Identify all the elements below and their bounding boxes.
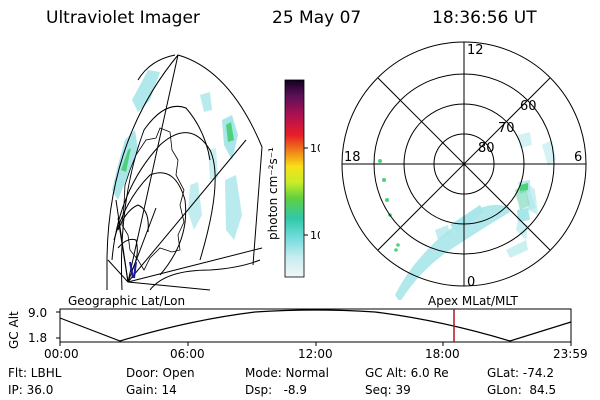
status-glat: GLat: -74.2 (487, 366, 554, 380)
geographic-grid (106, 54, 263, 291)
geographic-aurora-patches (112, 70, 242, 240)
polar-aurora-patches (378, 132, 556, 300)
mlt-label-0: 0 (467, 275, 475, 290)
polar-plot: 80 70 60 12 18 6 0 (341, 41, 587, 300)
status-ip: IP: 36.0 (8, 383, 54, 397)
instrument-title: Ultraviolet Imager (46, 8, 200, 28)
timeline-ytick-1.8: 1.8 (28, 331, 47, 345)
apex-caption: Apex MLat/MLT (428, 294, 518, 308)
status-filter: Flt: LBHL (8, 366, 62, 380)
time-label: 18:36:56 UT (432, 8, 537, 28)
timeline-ytick-9: 9.0 (28, 306, 47, 320)
continent-outline (121, 127, 185, 271)
status-seq: Seq: 39 (365, 383, 411, 397)
satellite-track (129, 261, 137, 279)
timeline-xtick-1200: 12:00 (298, 347, 333, 361)
polar-grid (341, 41, 587, 287)
geographic-caption: Geographic Lat/Lon (68, 294, 186, 308)
color-scale: 100 10 photon cm⁻²s⁻¹ (266, 79, 320, 278)
timeline-xtick-2359: 23:59 (553, 347, 588, 361)
date-label: 25 May 07 (272, 8, 362, 28)
colorbar-tick-100: 100 (310, 142, 320, 155)
color-bar (284, 79, 305, 278)
timeline-xtick-0600: 06:00 (170, 347, 205, 361)
timeline-xtick-0000: 00:00 (44, 347, 79, 361)
timeline-ylabel: GC Alt (7, 311, 21, 349)
status-gc-alt: GC Alt: 6.0 Re (365, 366, 449, 380)
mlt-label-6: 6 (574, 150, 582, 165)
mlt-label-12: 12 (467, 43, 484, 58)
status-glon: GLon: 84.5 (487, 383, 557, 397)
status-gain: Gain: 14 (126, 383, 177, 397)
mlat-label-70: 70 (498, 121, 515, 136)
altitude-curve (59, 309, 572, 342)
colorbar-tick-10: 10 (310, 229, 320, 242)
mlat-label-60: 60 (520, 99, 537, 114)
mlat-label-80: 80 (478, 141, 495, 156)
status-mode: Mode: Normal (245, 366, 329, 380)
colorbar-label: photon cm⁻²s⁻¹ (266, 147, 280, 240)
status-dsp: Dsp: -8.9 (245, 383, 308, 397)
status-door: Door: Open (126, 366, 195, 380)
mlt-label-18: 18 (344, 150, 361, 165)
altitude-timeline: 9.0 1.8 GC Alt (7, 306, 572, 349)
timeline-x-ticks (59, 342, 572, 346)
timeline-xtick-1800: 18:00 (425, 347, 460, 361)
